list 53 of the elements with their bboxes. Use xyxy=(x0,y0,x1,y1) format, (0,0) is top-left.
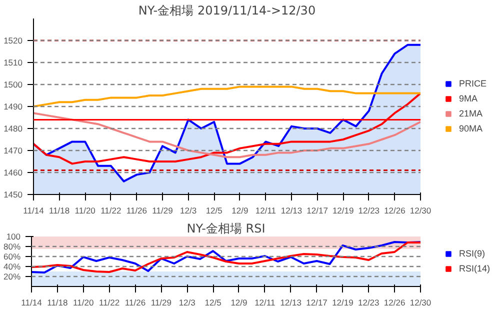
x-tick-label: 11/26 xyxy=(126,206,148,216)
x-tick-label: 12/30 xyxy=(410,206,432,216)
y-tick-label: 40% xyxy=(3,262,21,272)
legend-label: PRICE xyxy=(459,78,487,88)
legend-label: 90MA xyxy=(459,124,483,134)
x-tick-label: 12/26 xyxy=(384,298,406,308)
x-tick-label: 11/26 xyxy=(124,298,146,308)
x-tick-label: 12/19 xyxy=(332,298,354,308)
y-tick-label: 1470 xyxy=(4,146,23,156)
x-tick-label: 11/14 xyxy=(23,206,44,216)
chart-title: NY-金相場 RSI xyxy=(186,222,266,236)
y-tick-label: 1510 xyxy=(4,58,23,68)
x-tick-label: 12/13 xyxy=(280,206,302,216)
x-tick-label: 12/23 xyxy=(358,206,380,216)
x-tick-label: 11/22 xyxy=(100,206,122,216)
chart-title: NY-金相場 2019/11/14->12/30 xyxy=(138,4,316,18)
x-tick-label: 12/9 xyxy=(232,206,248,216)
x-tick-label: 12/17 xyxy=(306,206,328,216)
legend-label: RSI(9) xyxy=(459,248,486,258)
y-tick-label: 1480 xyxy=(4,124,23,134)
y-tick-label: 100 xyxy=(6,232,21,242)
x-tick-label: 11/18 xyxy=(48,206,70,216)
y-tick-label: 80% xyxy=(3,242,21,252)
x-tick-label: 12/19 xyxy=(332,206,354,216)
x-tick-label: 11/20 xyxy=(73,298,94,308)
x-tick-label: 11/18 xyxy=(47,298,68,308)
legend-label: 21MA xyxy=(459,108,483,118)
y-tick-label: 60% xyxy=(3,252,21,262)
legend-label: 9MA xyxy=(459,94,479,104)
x-tick-label: 11/22 xyxy=(98,298,120,308)
x-tick-label: 11/29 xyxy=(150,298,172,308)
x-tick-label: 12/3 xyxy=(180,206,197,216)
x-tick-label: 12/9 xyxy=(230,298,248,308)
x-tick-label: 12/23 xyxy=(358,298,380,308)
x-tick-label: 11/20 xyxy=(74,206,96,216)
y-tick-label: 1520 xyxy=(4,36,23,46)
x-tick-label: 12/17 xyxy=(306,298,328,308)
y-tick-label: 1450 xyxy=(4,190,23,200)
y-tick-label: 1460 xyxy=(4,168,23,178)
y-tick-label: 20% xyxy=(3,272,21,282)
x-tick-label: 11/14 xyxy=(21,298,42,308)
x-tick-label: 12/26 xyxy=(384,206,406,216)
y-tick-label: 1490 xyxy=(4,102,23,112)
x-tick-label: 12/13 xyxy=(280,298,302,308)
x-tick-label: 12/30 xyxy=(410,298,432,308)
x-tick-label: 12/11 xyxy=(255,206,276,216)
x-tick-label: 12/3 xyxy=(178,298,196,308)
x-tick-label: 12/5 xyxy=(206,206,223,216)
x-tick-label: 12/5 xyxy=(204,298,222,308)
x-tick-label: 12/11 xyxy=(254,298,276,308)
y-tick-label: 1500 xyxy=(4,80,23,90)
x-tick-label: 11/29 xyxy=(152,206,174,216)
legend-label: RSI(14) xyxy=(459,264,490,274)
